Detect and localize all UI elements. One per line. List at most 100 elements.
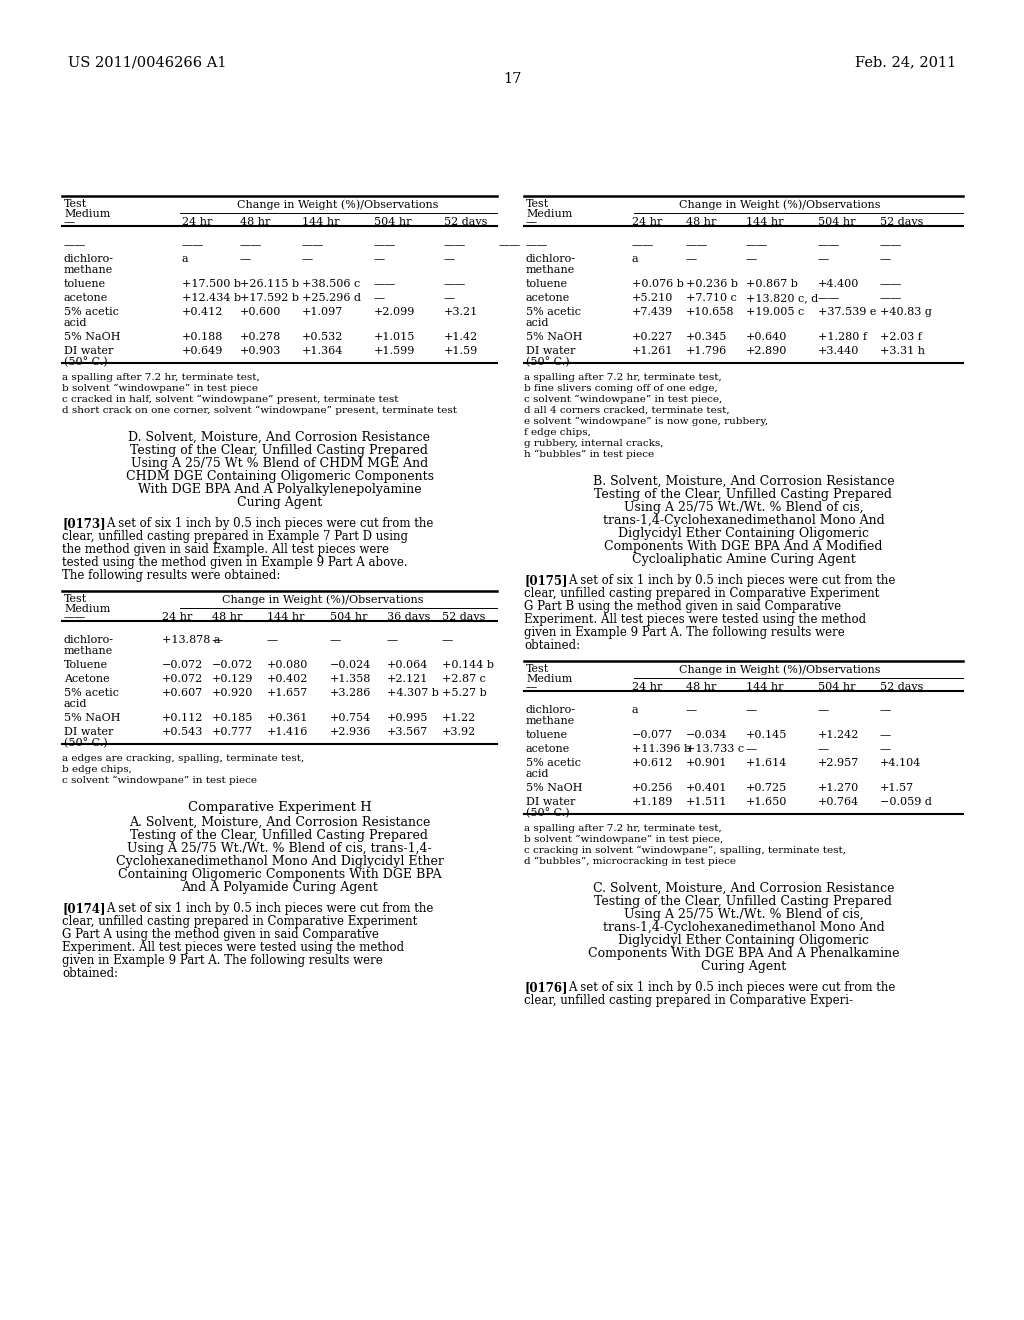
Text: +0.532: +0.532 — [302, 333, 343, 342]
Text: +0.361: +0.361 — [267, 713, 308, 723]
Text: ——: —— — [526, 240, 548, 249]
Text: a: a — [182, 253, 188, 264]
Text: +3.286: +3.286 — [330, 688, 372, 698]
Text: 504 hr: 504 hr — [818, 682, 855, 692]
Text: +2.936: +2.936 — [330, 727, 372, 737]
Text: given in Example 9 Part A. The following results were: given in Example 9 Part A. The following… — [62, 954, 383, 968]
Text: +4.104: +4.104 — [880, 758, 922, 768]
Text: [0173]: [0173] — [62, 517, 105, 531]
Text: ——: —— — [632, 240, 654, 249]
Text: +0.227: +0.227 — [632, 333, 673, 342]
Text: +17.592 b: +17.592 b — [240, 293, 299, 304]
Text: b fine slivers coming off of one edge,: b fine slivers coming off of one edge, — [524, 384, 718, 393]
Text: 5% acetic: 5% acetic — [526, 758, 581, 768]
Text: +17.500 b: +17.500 b — [182, 279, 241, 289]
Text: +0.920: +0.920 — [212, 688, 253, 698]
Text: ——: —— — [880, 293, 902, 304]
Text: +0.401: +0.401 — [686, 783, 727, 793]
Text: +13.733 c: +13.733 c — [686, 744, 744, 754]
Text: +13.878 a: +13.878 a — [162, 635, 220, 645]
Text: b solvent “windowpane” in test piece: b solvent “windowpane” in test piece — [62, 384, 258, 393]
Text: 5% NaOH: 5% NaOH — [526, 783, 583, 793]
Text: +0.072: +0.072 — [162, 675, 203, 684]
Text: 36 days: 36 days — [387, 612, 430, 622]
Text: —: — — [686, 253, 697, 264]
Text: dichloro-: dichloro- — [526, 253, 575, 264]
Text: ——: —— — [240, 240, 262, 249]
Text: +1.097: +1.097 — [302, 308, 343, 317]
Text: clear, unfilled casting prepared in Comparative Experiment: clear, unfilled casting prepared in Comp… — [62, 915, 417, 928]
Text: —: — — [880, 705, 891, 715]
Text: ——: —— — [818, 240, 841, 249]
Text: 52 days: 52 days — [880, 216, 924, 227]
Text: +3.92: +3.92 — [442, 727, 476, 737]
Text: dichloro-: dichloro- — [63, 253, 114, 264]
Text: acid: acid — [526, 318, 550, 327]
Text: clear, unfilled casting prepared in Example 7 Part D using: clear, unfilled casting prepared in Exam… — [62, 531, 408, 543]
Text: ——: —— — [63, 240, 86, 249]
Text: +1.42: +1.42 — [444, 333, 478, 342]
Text: +0.777: +0.777 — [212, 727, 253, 737]
Text: c solvent “windowpane” in test piece: c solvent “windowpane” in test piece — [62, 776, 257, 785]
Text: A set of six 1 inch by 0.5 inch pieces were cut from the: A set of six 1 inch by 0.5 inch pieces w… — [568, 574, 895, 587]
Text: —: — — [686, 705, 697, 715]
Text: ——: —— — [302, 240, 325, 249]
Text: +0.256: +0.256 — [632, 783, 674, 793]
Text: Cyclohexanedimethanol Mono And Diglycidyl Ether: Cyclohexanedimethanol Mono And Diglycidy… — [116, 855, 443, 869]
Text: methane: methane — [526, 265, 575, 275]
Text: +0.402: +0.402 — [267, 675, 308, 684]
Text: (50° C.): (50° C.) — [63, 738, 108, 748]
Text: trans-1,4-Cyclohexanedimethanol Mono And: trans-1,4-Cyclohexanedimethanol Mono And — [603, 921, 885, 935]
Text: acetone: acetone — [526, 293, 570, 304]
Text: B. Solvent, Moisture, And Corrosion Resistance: B. Solvent, Moisture, And Corrosion Resi… — [593, 475, 894, 488]
Text: DI water: DI water — [63, 346, 114, 356]
Text: Components With DGE BPA And A Modified: Components With DGE BPA And A Modified — [604, 540, 883, 553]
Text: +1.22: +1.22 — [442, 713, 476, 723]
Text: acetone: acetone — [63, 293, 109, 304]
Text: —: — — [63, 216, 75, 227]
Text: A set of six 1 inch by 0.5 inch pieces were cut from the: A set of six 1 inch by 0.5 inch pieces w… — [568, 981, 895, 994]
Text: acid: acid — [526, 770, 550, 779]
Text: trans-1,4-Cyclohexanedimethanol Mono And: trans-1,4-Cyclohexanedimethanol Mono And — [603, 513, 885, 527]
Text: +2.957: +2.957 — [818, 758, 859, 768]
Text: Curing Agent: Curing Agent — [700, 960, 786, 973]
Text: G Part A using the method given in said Comparative: G Part A using the method given in said … — [62, 928, 379, 941]
Text: a spalling after 7.2 hr, terminate test,: a spalling after 7.2 hr, terminate test, — [524, 374, 722, 381]
Text: acid: acid — [63, 700, 87, 709]
Text: Testing of the Clear, Unfilled Casting Prepared: Testing of the Clear, Unfilled Casting P… — [595, 895, 893, 908]
Text: DI water: DI water — [526, 797, 575, 807]
Text: ——: —— — [182, 240, 204, 249]
Text: Medium: Medium — [526, 209, 572, 219]
Text: −0.034: −0.034 — [686, 730, 727, 741]
Text: Testing of the Clear, Unfilled Casting Prepared: Testing of the Clear, Unfilled Casting P… — [595, 488, 893, 502]
Text: —: — — [818, 705, 829, 715]
Text: 24 hr: 24 hr — [182, 216, 212, 227]
Text: Testing of the Clear, Unfilled Casting Prepared: Testing of the Clear, Unfilled Casting P… — [130, 444, 428, 457]
Text: methane: methane — [63, 645, 114, 656]
Text: Components With DGE BPA And A Phenalkamine: Components With DGE BPA And A Phenalkami… — [588, 946, 899, 960]
Text: 48 hr: 48 hr — [686, 682, 717, 692]
Text: a spalling after 7.2 hr, terminate test,: a spalling after 7.2 hr, terminate test, — [524, 824, 722, 833]
Text: a: a — [632, 253, 639, 264]
Text: Change in Weight (%)/Observations: Change in Weight (%)/Observations — [237, 199, 438, 210]
Text: 48 hr: 48 hr — [686, 216, 717, 227]
Text: −0.072: −0.072 — [162, 660, 203, 671]
Text: dichloro-: dichloro- — [526, 705, 575, 715]
Text: +0.612: +0.612 — [632, 758, 674, 768]
Text: [0175]: [0175] — [524, 574, 567, 587]
Text: A set of six 1 inch by 0.5 inch pieces were cut from the: A set of six 1 inch by 0.5 inch pieces w… — [106, 517, 433, 531]
Text: −0.072: −0.072 — [212, 660, 253, 671]
Text: b edge chips,: b edge chips, — [62, 766, 132, 774]
Text: ——: —— — [444, 279, 466, 289]
Text: 144 hr: 144 hr — [267, 612, 304, 622]
Text: Test: Test — [63, 594, 87, 605]
Text: +0.188: +0.188 — [182, 333, 223, 342]
Text: Change in Weight (%)/Observations: Change in Weight (%)/Observations — [679, 664, 881, 675]
Text: ——: —— — [818, 293, 841, 304]
Text: clear, unfilled casting prepared in Comparative Experiment: clear, unfilled casting prepared in Comp… — [524, 587, 880, 601]
Text: —: — — [374, 293, 385, 304]
Text: +3.31 h: +3.31 h — [880, 346, 925, 356]
Text: —: — — [746, 705, 757, 715]
Text: The following results were obtained:: The following results were obtained: — [62, 569, 281, 582]
Text: —: — — [746, 253, 757, 264]
